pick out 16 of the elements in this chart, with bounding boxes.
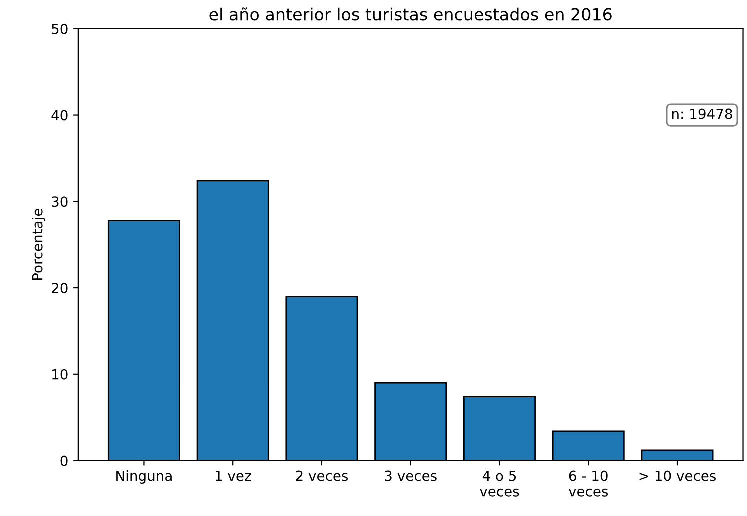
x-tick-label: 1 vez (216, 470, 252, 482)
y-tick-label: 20 (52, 283, 68, 294)
y-tick-label: 0 (60, 456, 68, 466)
y-tick-label: 50 (52, 24, 68, 34)
annotation: n: 19478 (672, 108, 732, 120)
x-tick-label: 3 veces (385, 470, 437, 482)
x-tick-label: 6 - 10 veces (568, 470, 608, 497)
y-tick-label: 30 (52, 196, 68, 208)
x-tick-label: Ninguna (116, 470, 172, 484)
y-tick-label: 10 (52, 369, 68, 380)
x-tick-label: > 10 veces (640, 470, 716, 482)
chart-title: el año anterior los turistas encuestados en 2016 (210, 8, 612, 21)
y-tick-label: 40 (52, 110, 68, 121)
y-axis-title: Porcentaje (32, 209, 46, 280)
x-tick-label: 2 veces (296, 470, 348, 482)
x-tick-label: 4 o 5 veces (480, 470, 520, 497)
